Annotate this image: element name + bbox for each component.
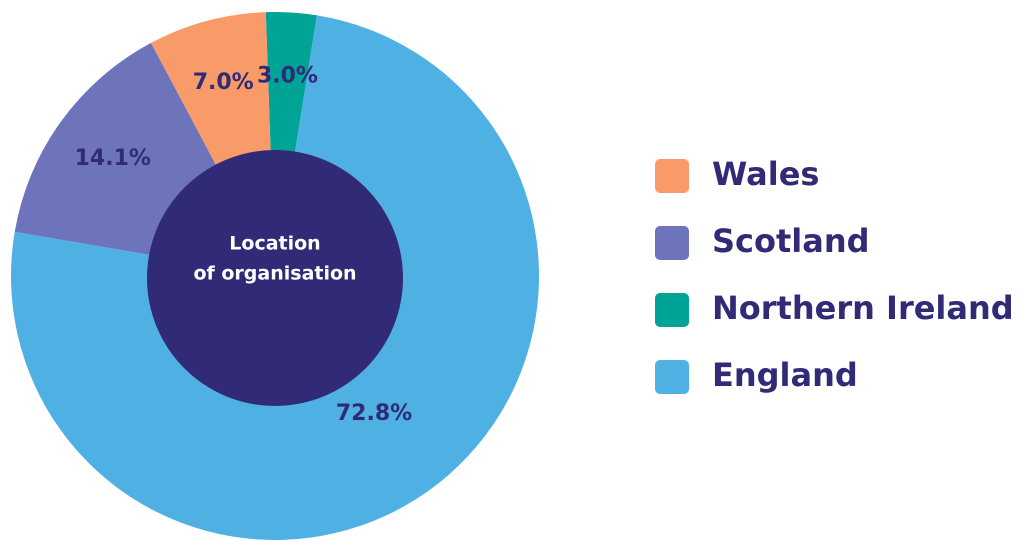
value-label: 3.0% — [257, 63, 318, 88]
legend-label: Wales — [712, 155, 819, 193]
value-label: 14.1% — [75, 146, 151, 171]
value-label: 7.0% — [193, 70, 254, 95]
legend-label: Northern Ireland — [712, 289, 1014, 327]
legend-label: England — [712, 356, 858, 394]
legend-swatch — [655, 159, 689, 193]
center-label: Location — [229, 233, 320, 255]
legend-swatch — [655, 226, 689, 260]
donut-hole — [147, 150, 403, 406]
center-label: of organisation — [193, 263, 356, 285]
legend-swatch — [655, 360, 689, 394]
legend-label: Scotland — [712, 222, 870, 260]
legend-swatch — [655, 293, 689, 327]
value-label: 72.8% — [336, 401, 412, 426]
